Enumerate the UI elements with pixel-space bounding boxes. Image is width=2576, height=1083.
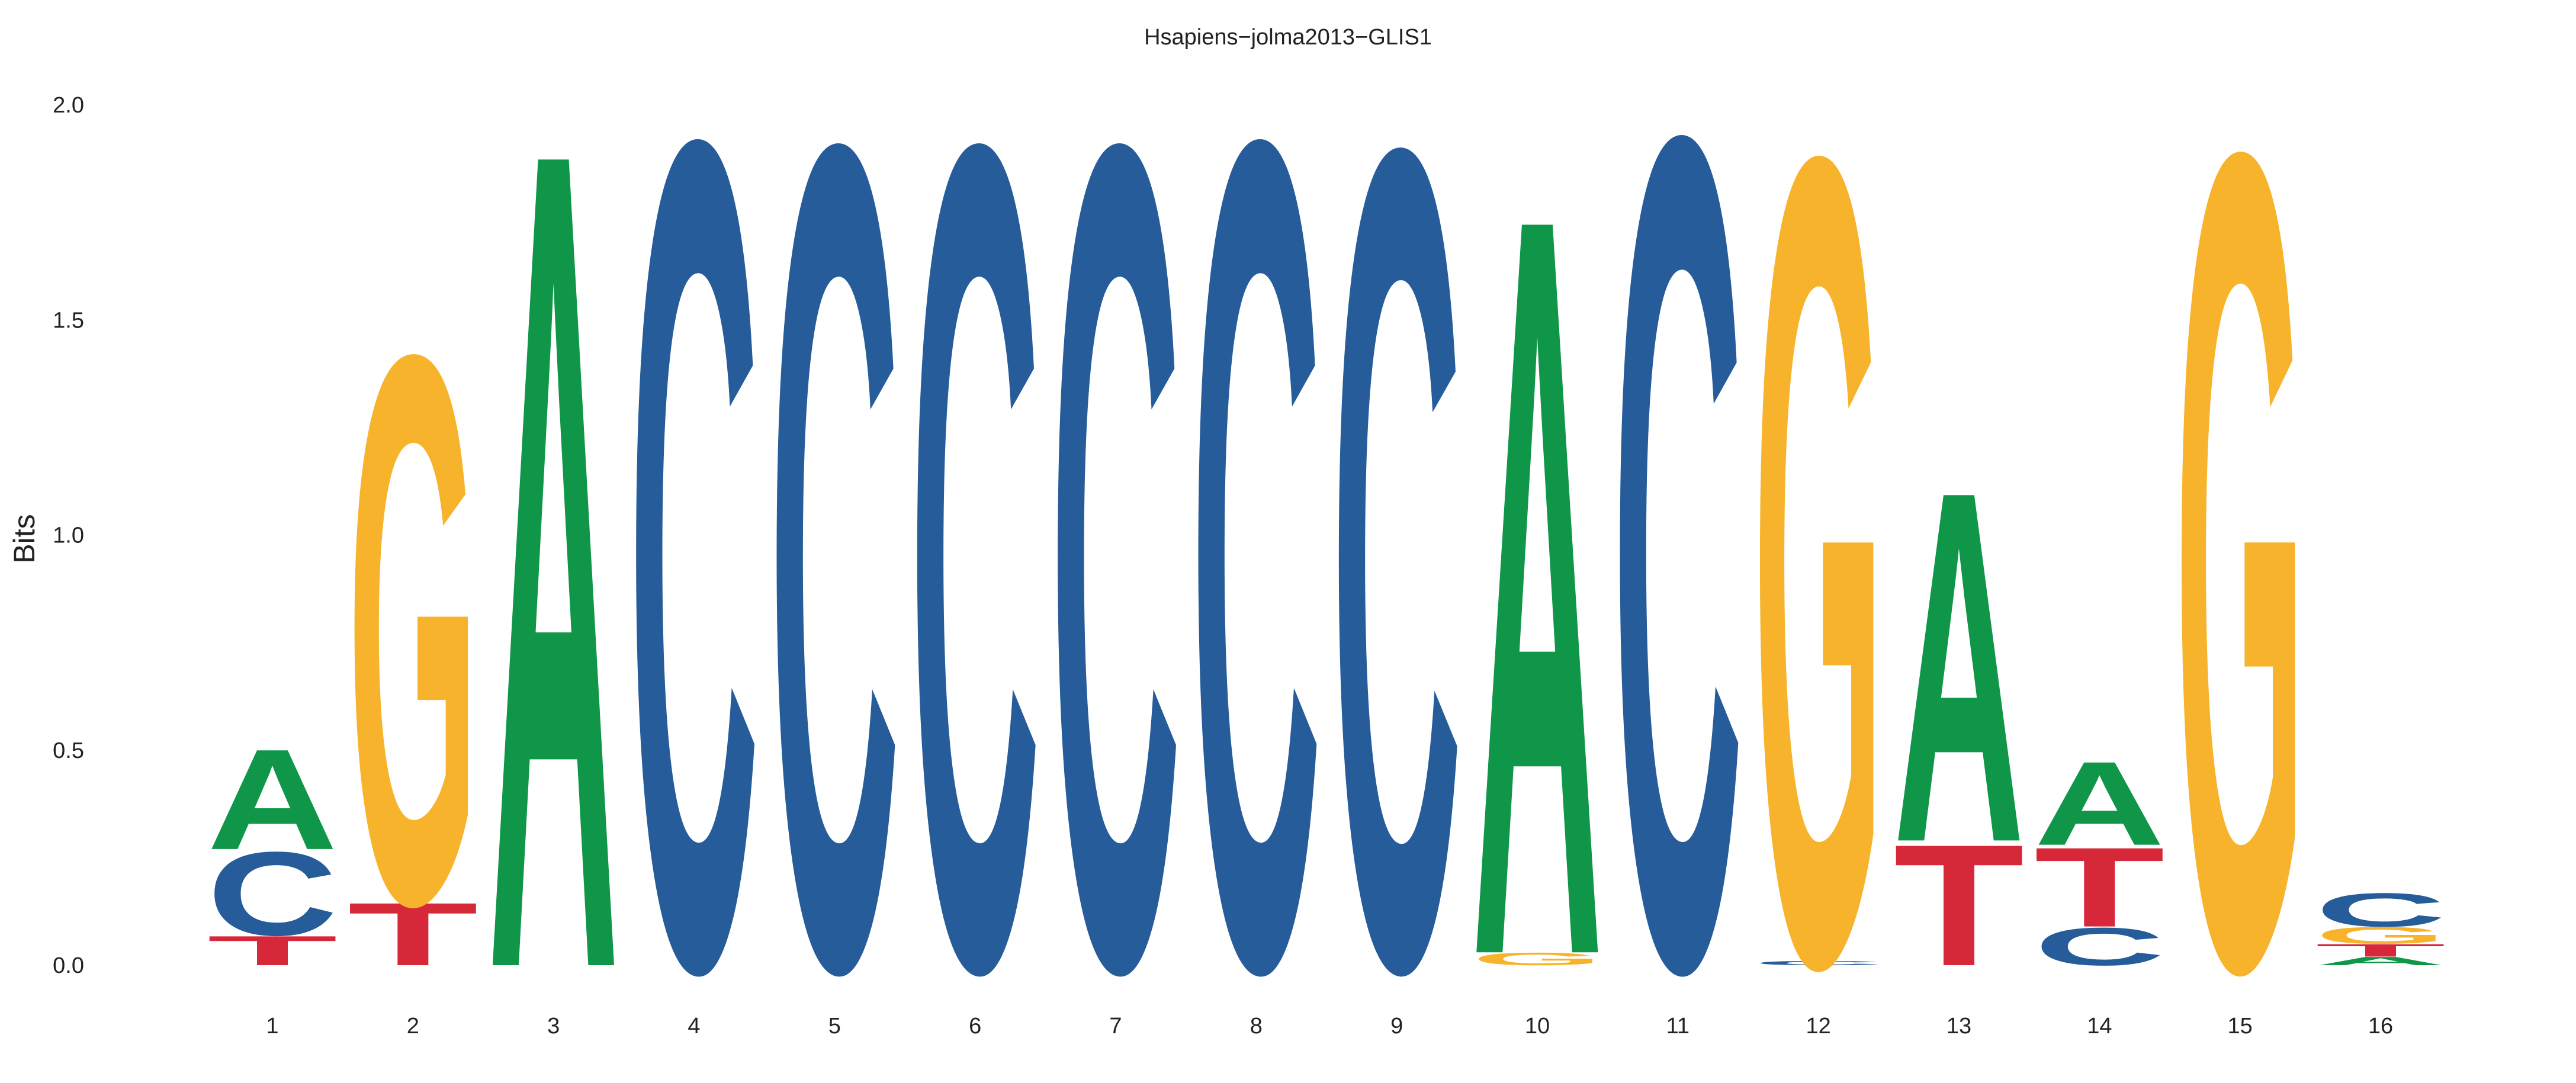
- x-tick-label: 11: [1666, 1014, 1690, 1039]
- logo-letter-g-pos-10: G: [1472, 949, 1603, 969]
- logo-letter-c-pos-14: C: [2034, 917, 2165, 977]
- logo-letter-t-pos-13: T: [1894, 808, 2025, 1002]
- logo-letter-a-pos-13: A: [1894, 387, 2025, 947]
- logo-letter-t-pos-1: T: [207, 927, 338, 974]
- y-axis-ticks: 0.0 0.5 1.0 1.5 2.0: [53, 93, 84, 978]
- logo-letter-a-pos-16: A: [2315, 955, 2446, 968]
- logo-letter-c-pos-9: C: [1331, 0, 1462, 1083]
- y-tick-label: 1.5: [53, 308, 84, 333]
- logo-letter-g-pos-15: G: [2174, 0, 2305, 1083]
- logo-letter-g-pos-12: G: [1753, 0, 1884, 1083]
- logo-letter-c-pos-1: C: [207, 827, 338, 960]
- logo-letter-c-pos-7: C: [1051, 0, 1181, 1083]
- x-tick-label: 15: [2228, 1014, 2253, 1039]
- y-tick-label: 0.0: [53, 953, 84, 978]
- logo-letter-t-pos-2: T: [348, 884, 478, 984]
- logo-letter-a-pos-10: A: [1472, 0, 1603, 1083]
- logo-letter-c-pos-16: C: [2315, 883, 2446, 937]
- x-axis-ticks: 1 2 3 4 5 6 7 8 9 10 11 12 13 14 15 16: [266, 1014, 2393, 1039]
- chart-title: Hsapiens−jolma2013−GLIS1: [1144, 25, 1432, 50]
- y-axis-label: Bits: [8, 514, 41, 563]
- logo-letter-c-pos-12: C: [1753, 960, 1884, 966]
- y-tick-label: 2.0: [53, 93, 84, 118]
- x-tick-label: 6: [969, 1014, 981, 1039]
- logo-letter-a-pos-1: A: [207, 719, 338, 880]
- logo-letter-g-pos-16: G: [2315, 922, 2446, 949]
- x-tick-label: 9: [1390, 1014, 1403, 1039]
- x-tick-label: 4: [688, 1014, 700, 1039]
- x-tick-label: 3: [547, 1014, 560, 1039]
- logo-letter-c-pos-6: C: [910, 0, 1040, 1083]
- logo-letter-g-pos-2: G: [348, 192, 478, 1067]
- x-tick-label: 8: [1250, 1014, 1263, 1039]
- x-tick-label: 2: [407, 1014, 419, 1039]
- x-tick-label: 14: [2087, 1014, 2112, 1039]
- logo-letter-c-pos-4: C: [629, 0, 760, 1083]
- x-tick-label: 16: [2368, 1014, 2393, 1039]
- x-tick-label: 12: [1806, 1014, 1831, 1039]
- logo-letter-a-pos-14: A: [2034, 737, 2165, 870]
- y-tick-label: 1.0: [53, 523, 84, 548]
- x-tick-label: 1: [266, 1014, 278, 1039]
- logo-letter-t-pos-16: T: [2315, 940, 2446, 960]
- y-tick-label: 0.5: [53, 738, 84, 763]
- logo-letter-t-pos-14: T: [2034, 824, 2165, 951]
- logo-letter-c-pos-8: C: [1191, 0, 1322, 1083]
- x-tick-label: 10: [1525, 1014, 1550, 1039]
- logo-letter-c-pos-11: C: [1613, 0, 1743, 1083]
- x-tick-label: 13: [1947, 1014, 1971, 1039]
- logo-letter-a-pos-3: A: [488, 0, 619, 1083]
- x-tick-label: 7: [1109, 1014, 1122, 1039]
- logo-letter-c-pos-5: C: [769, 0, 900, 1083]
- x-tick-label: 5: [828, 1014, 841, 1039]
